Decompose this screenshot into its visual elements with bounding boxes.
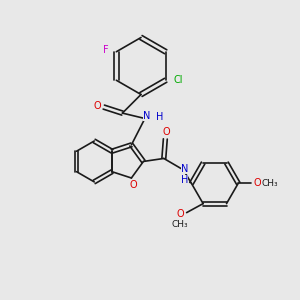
Text: N: N <box>143 111 150 121</box>
Text: O: O <box>176 208 184 218</box>
Text: CH₃: CH₃ <box>261 179 278 188</box>
Text: O: O <box>253 178 261 188</box>
Text: H: H <box>181 175 188 185</box>
Text: O: O <box>162 127 170 137</box>
Text: F: F <box>103 45 109 55</box>
Text: O: O <box>93 100 101 111</box>
Text: Cl: Cl <box>173 75 183 85</box>
Text: H: H <box>156 112 164 122</box>
Text: CH₃: CH₃ <box>172 220 188 229</box>
Text: N: N <box>181 164 188 174</box>
Text: O: O <box>129 180 137 190</box>
